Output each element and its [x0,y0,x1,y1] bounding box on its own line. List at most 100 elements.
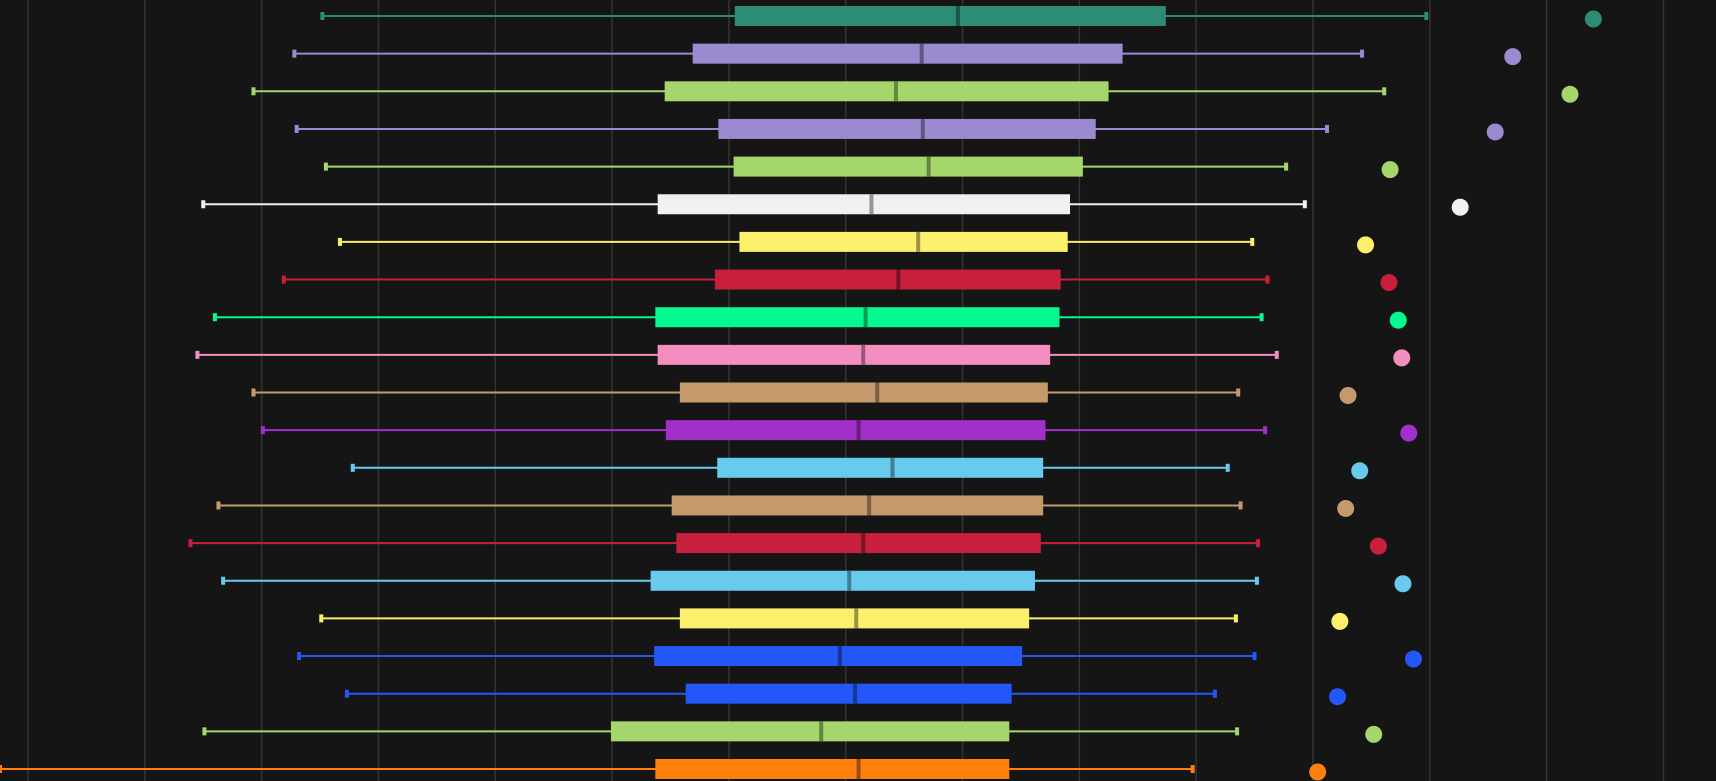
median-mark [869,194,874,215]
outlier-point-0 [1329,688,1347,706]
median-mark [819,721,824,742]
iqr-box [685,683,1012,704]
whisker-cap-low [251,87,256,96]
iqr-box [733,156,1083,177]
outlier-point-0 [1389,311,1407,329]
box-row-2 [251,81,1579,103]
whisker-cap-high [1259,313,1264,322]
iqr-box [655,307,1060,328]
box-row-6 [337,231,1375,254]
whisker-cap-high [1233,614,1238,623]
whisker-cap-low [292,49,297,58]
median-mark [853,683,858,704]
whisker-cap-low [216,501,221,510]
box-row-0 [320,6,1602,28]
whisker-cap-low [297,652,302,661]
iqr-box [676,533,1041,554]
iqr-box [610,721,1010,742]
iqr-box [714,269,1061,290]
iqr-box [671,495,1044,516]
whisker-cap-high [1302,200,1307,209]
whisker-cap-low [320,12,325,20]
median-mark [896,269,901,290]
box-row-10 [251,382,1357,404]
box-row-16 [319,608,1349,630]
outlier-point-0 [1381,161,1399,179]
median-mark [847,570,852,591]
whisker-cap-high [1250,237,1255,246]
median-mark [920,118,925,139]
whisker-cap-high [1256,539,1261,548]
whisker-cap-high [1274,350,1279,359]
iqr-box [650,570,1035,591]
box-row-15 [221,570,1412,593]
outlier-point-0 [1351,462,1369,480]
box-row-4 [323,156,1399,179]
box-row-11 [260,420,1418,442]
whisker-cap-low [188,539,193,548]
whisker-cap-low [337,237,342,246]
iqr-box [657,344,1051,365]
box-row-5 [201,194,1469,216]
outlier-point-0 [1369,537,1387,555]
iqr-box [734,6,1166,26]
whisker-cap-low [202,727,207,736]
median-mark [893,81,898,102]
whisker-cap-low [221,576,226,585]
whisker-cap-low [251,388,256,397]
whisker-cap-low [201,200,206,209]
iqr-box [679,382,1048,403]
iqr-box [717,457,1044,478]
median-mark [926,156,931,177]
whisker-cap-low [212,313,217,322]
whisker-cap-high [1254,576,1259,585]
outlier-point-0 [1504,48,1522,66]
median-mark [856,759,861,779]
outlier-point-0 [1380,274,1398,292]
box-row-13 [216,495,1355,517]
whisker-cap-high [1382,87,1387,96]
whisker-cap-low [294,124,299,133]
whisker-cap-high [1212,689,1217,698]
outlier-point-0 [1561,85,1579,103]
whisker-cap-low [344,689,349,698]
iqr-box [665,420,1046,441]
whisker-cap-high [1265,275,1270,284]
whisker-cap-high [1235,727,1240,736]
whisker-cap-low [319,614,324,623]
box-row-8 [212,307,1407,329]
whisker-cap-high [1190,765,1195,773]
box-row-19 [202,721,1383,743]
whisker-cap-low [281,275,286,284]
median-mark [861,533,866,554]
outlier-point-0 [1451,198,1469,216]
median-mark [916,231,921,252]
outlier-point-0 [1309,763,1327,781]
median-mark [919,43,924,64]
outlier-point-0 [1357,236,1375,254]
outlier-point-0 [1486,123,1504,141]
outlier-point-0 [1339,387,1357,404]
outlier-point-0 [1365,725,1383,743]
iqr-box [655,759,1010,779]
median-mark [863,307,868,328]
whisker-cap-high [1325,124,1330,133]
outlier-point-0 [1393,349,1411,367]
whisker-cap-high [1236,388,1241,397]
median-mark [861,344,866,365]
box-series [0,6,1602,781]
whisker-cap-low [195,350,200,359]
whisker-cap-high [1284,162,1289,171]
box-row-3 [294,118,1504,141]
whisker-cap-high [1360,49,1365,58]
whisker-cap-high [1252,652,1257,661]
whisker-cap-low [260,426,265,435]
iqr-box [739,231,1068,252]
outlier-point-0 [1394,575,1412,593]
iqr-box [657,194,1071,215]
median-mark [890,457,895,478]
grid-lines [27,0,1665,781]
iqr-box [664,81,1109,102]
median-mark [856,420,861,441]
